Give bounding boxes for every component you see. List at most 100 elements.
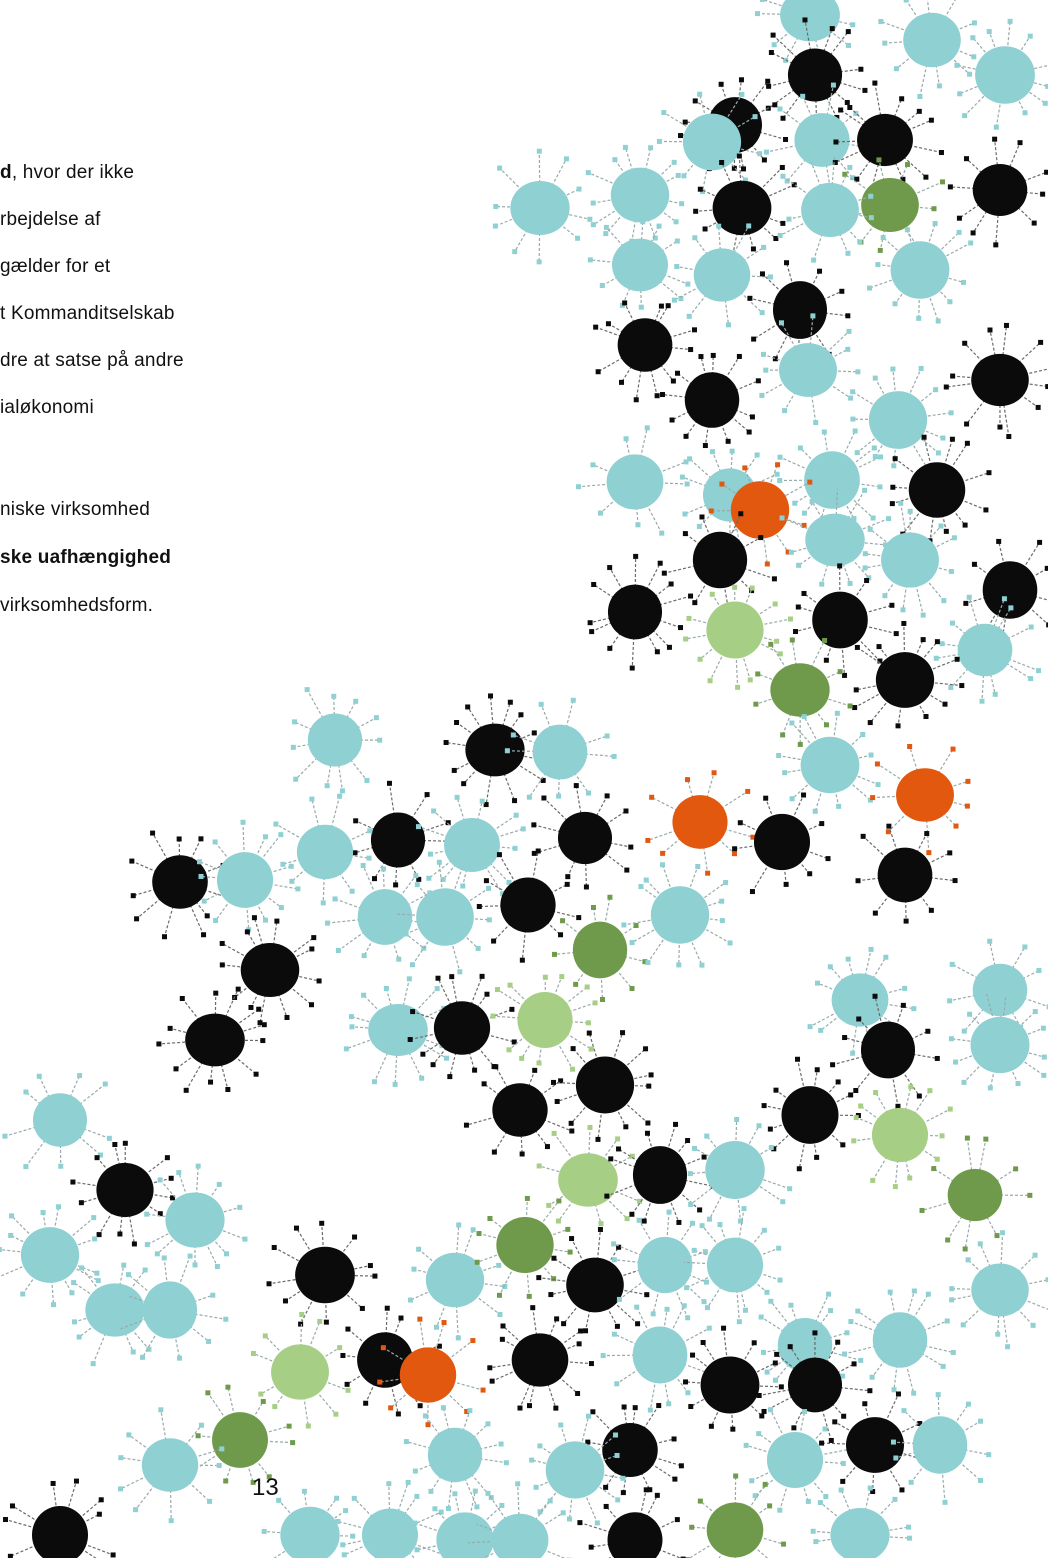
network-node — [954, 18, 1048, 130]
endpoint-dot — [426, 875, 432, 881]
connector-line — [647, 821, 701, 841]
endpoint-dot — [671, 159, 677, 165]
endpoint-dot — [1030, 1322, 1036, 1328]
endpoint-dot — [768, 1407, 774, 1413]
connector-line — [664, 1264, 689, 1319]
endpoint-dot — [889, 602, 895, 608]
endpoint-dot — [417, 1403, 423, 1409]
connector-line — [882, 237, 921, 271]
connector-line — [966, 379, 1001, 425]
endpoint-dot — [706, 1325, 712, 1331]
network-node — [390, 859, 492, 975]
connector-line — [719, 559, 775, 580]
connector-line — [437, 977, 463, 1029]
endpoint-dot — [807, 1024, 813, 1030]
endpoint-dot — [489, 1378, 495, 1384]
endpoint-dot — [597, 1226, 603, 1232]
orange-node — [645, 770, 756, 876]
network-node — [266, 1220, 378, 1327]
endpoint-dot — [967, 1011, 973, 1017]
endpoint-dot — [729, 448, 735, 454]
endpoint-dot — [547, 1498, 553, 1504]
connector-line — [909, 559, 924, 616]
endpoint-dot — [867, 526, 873, 532]
endpoint-dot — [278, 905, 284, 911]
endpoint-dot — [882, 593, 888, 599]
connector-line — [268, 1274, 326, 1285]
connector-line — [389, 1534, 416, 1558]
endpoint-dot — [931, 206, 937, 212]
endpoint-dot — [481, 1081, 487, 1087]
endpoint-dot — [945, 1237, 951, 1243]
endpoint-dot — [460, 863, 466, 869]
endpoint-dot — [645, 837, 651, 843]
connector-line — [899, 1339, 954, 1354]
connector-line — [634, 562, 661, 613]
endpoint-dot — [673, 219, 679, 225]
endpoint-dot — [893, 631, 899, 637]
connector-line — [741, 184, 795, 209]
endpoint-dot — [900, 176, 906, 182]
endpoint-dot — [551, 1276, 557, 1282]
connector-line — [964, 1194, 976, 1250]
endpoint-dot — [796, 1166, 802, 1172]
endpoint-dot — [829, 26, 835, 32]
endpoint-dot — [599, 282, 605, 288]
endpoint-dot — [551, 1130, 557, 1136]
connector-line — [603, 1354, 661, 1357]
endpoint-dot — [91, 1215, 97, 1221]
endpoint-dot — [69, 1290, 75, 1296]
endpoint-dot — [7, 1553, 13, 1558]
endpoint-dot — [546, 1202, 552, 1208]
connector-line — [989, 941, 1001, 991]
connector-line — [966, 1138, 976, 1196]
connector-line — [593, 583, 636, 613]
endpoint-dot — [674, 1517, 680, 1523]
endpoint-dot — [970, 230, 976, 236]
endpoint-dot — [892, 1496, 898, 1502]
connector-line — [722, 1328, 731, 1386]
endpoint-dot — [164, 1155, 170, 1161]
endpoint-dot — [707, 678, 713, 684]
endpoint-dot — [795, 1056, 801, 1062]
endpoint-dot — [697, 1207, 703, 1213]
endpoint-dot — [666, 1401, 672, 1407]
connector-line — [874, 1422, 921, 1446]
node-circle — [212, 1412, 268, 1468]
endpoint-dot — [691, 1247, 697, 1253]
endpoint-dot — [1022, 944, 1028, 950]
connector-line — [495, 207, 541, 227]
endpoint-dot — [603, 1484, 609, 1490]
endpoint-dot — [758, 1314, 764, 1320]
endpoint-dot — [161, 1255, 167, 1261]
endpoint-dot — [512, 249, 518, 255]
connector-line — [690, 1169, 736, 1205]
network-node — [118, 1407, 225, 1524]
endpoint-dot — [749, 1478, 755, 1484]
connector-line — [734, 1169, 784, 1203]
connector-line — [887, 1049, 899, 1107]
endpoint-dot — [434, 986, 440, 992]
node-circle — [970, 1016, 1030, 1074]
endpoint-dot — [735, 684, 741, 690]
endpoint-dot — [463, 1122, 469, 1128]
endpoint-dot — [727, 940, 733, 946]
connector-line — [634, 611, 681, 629]
endpoint-dot — [761, 1227, 767, 1233]
endpoint-dot — [470, 1338, 476, 1344]
endpoint-dot — [801, 792, 807, 798]
endpoint-dot — [424, 792, 430, 798]
endpoint-dot — [507, 699, 513, 705]
endpoint-dot — [588, 1361, 594, 1367]
endpoint-dot — [20, 1291, 26, 1297]
connector-line — [466, 1109, 521, 1126]
node-circle — [510, 180, 570, 236]
endpoint-dot — [763, 149, 769, 155]
endpoint-dot — [907, 744, 913, 750]
endpoint-dot — [901, 620, 907, 626]
connector-line — [874, 874, 906, 914]
endpoint-dot — [942, 701, 948, 707]
endpoint-dot — [589, 629, 595, 635]
endpoint-dot — [187, 1253, 193, 1259]
